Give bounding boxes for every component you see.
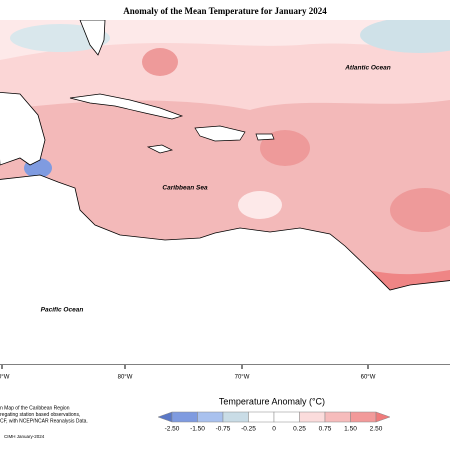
legend-tick-label: 1.50 — [344, 426, 357, 433]
legend-tick-label: -2.50 — [165, 426, 180, 433]
colorbar: -2.50 -1.50 -0.75 -0.25 0 0.25 0.75 1.50 2.50 — [157, 411, 391, 433]
legend-tick-label: 2.50 — [370, 426, 383, 433]
colorbar-bin — [299, 411, 326, 423]
legend-tick-label: 0.75 — [319, 426, 332, 433]
warm-spot — [390, 188, 450, 232]
colorbar-bin — [324, 411, 351, 423]
florida — [79, 20, 106, 56]
legend-tick-label: -0.75 — [216, 426, 231, 433]
colorbar-bin — [197, 411, 224, 423]
cool-spot — [238, 191, 282, 219]
cuba — [69, 93, 184, 120]
ocean-label: Pacific Ocean — [41, 307, 84, 314]
legend-tick-label: 0 — [272, 426, 276, 433]
legend-tick-label: 0.25 — [293, 426, 306, 433]
colorbar-arrow — [375, 411, 391, 423]
colorbar-bin — [273, 411, 300, 423]
colorbar-bin — [171, 411, 198, 423]
hispaniola — [194, 125, 246, 142]
map — [0, 20, 450, 365]
note-line: regating station based observations, — [0, 412, 80, 418]
warm-spot — [142, 48, 178, 76]
colorbar-bin — [248, 411, 275, 423]
longitude-label: 60°W — [361, 375, 376, 381]
puerto-rico — [255, 133, 275, 141]
yucatan — [0, 91, 46, 166]
colorbar-bin — [350, 411, 377, 423]
note-line: n Map of the Caribbean Region — [0, 405, 70, 411]
longitude-label: 80°W — [118, 375, 133, 381]
longitude-label: 90°W — [0, 375, 10, 381]
colorbar-arrow — [157, 411, 173, 423]
longitude-label: 70°W — [235, 375, 250, 381]
footer: CIMH January-2024 — [4, 434, 45, 439]
legend-title: Temperature Anomaly (°C) — [219, 396, 325, 406]
title: Anomaly of the Mean Temperature for Janu… — [123, 6, 327, 16]
legend-tick-label: -0.25 — [241, 426, 256, 433]
mainland — [0, 174, 450, 365]
sea-label: Caribbean Sea — [162, 185, 208, 192]
cool-area — [360, 20, 450, 53]
ocean-label: Atlantic Ocean — [344, 65, 391, 72]
colorbar-bin — [222, 411, 249, 423]
jamaica — [146, 144, 174, 154]
legend-tick-label: -1.50 — [190, 426, 205, 433]
warm-lighter — [0, 20, 450, 60]
longitude-labels: 90°W 80°W 70°W 60°W — [0, 365, 376, 381]
note-line: CF, with NCEP/NCAR Reanalysis Data. — [0, 418, 88, 424]
